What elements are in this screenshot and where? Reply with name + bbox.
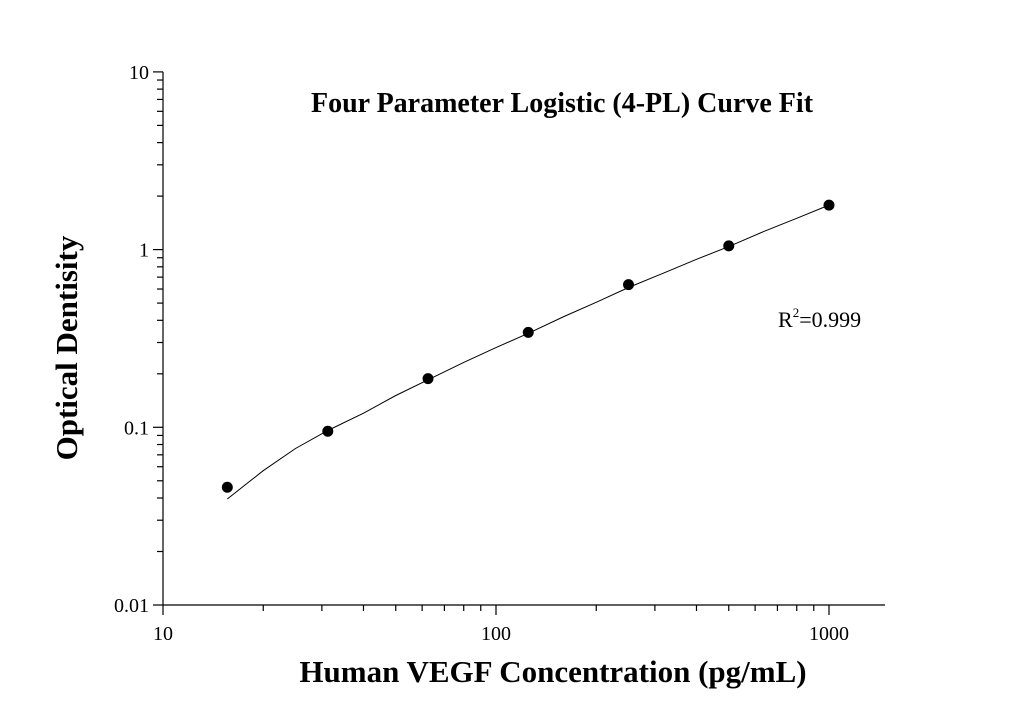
data-point — [221, 481, 233, 493]
axes: 10 100 1000 0.01 0.1 1 10 — [114, 62, 885, 645]
data-point — [623, 279, 635, 291]
r-squared-superscript: 2 — [793, 305, 800, 320]
r-squared-annotation: R2=0.999 — [778, 305, 861, 332]
x-tick-label: 10 — [153, 623, 173, 645]
data-point — [422, 373, 434, 385]
y-tick-label: 1 — [139, 240, 149, 262]
x-tick-label: 1000 — [809, 623, 849, 645]
y-tick-label: 0.01 — [114, 595, 149, 617]
data-point — [322, 425, 334, 437]
data-point — [823, 199, 835, 211]
x-axis-title: Human VEGF Concentration (pg/mL) — [299, 654, 806, 689]
y-axis-title: Optical Dentisity — [49, 235, 84, 460]
data-point — [723, 240, 735, 252]
r-squared-base: R — [778, 307, 793, 332]
r-squared-value: =0.999 — [799, 307, 861, 332]
y-tick-label: 10 — [129, 62, 149, 84]
data-points-layer — [221, 199, 835, 493]
data-point — [522, 326, 534, 338]
y-tick-label: 0.1 — [124, 417, 149, 439]
x-tick-label: 100 — [481, 623, 511, 645]
chart-title: Four Parameter Logistic (4-PL) Curve Fit — [311, 88, 814, 119]
